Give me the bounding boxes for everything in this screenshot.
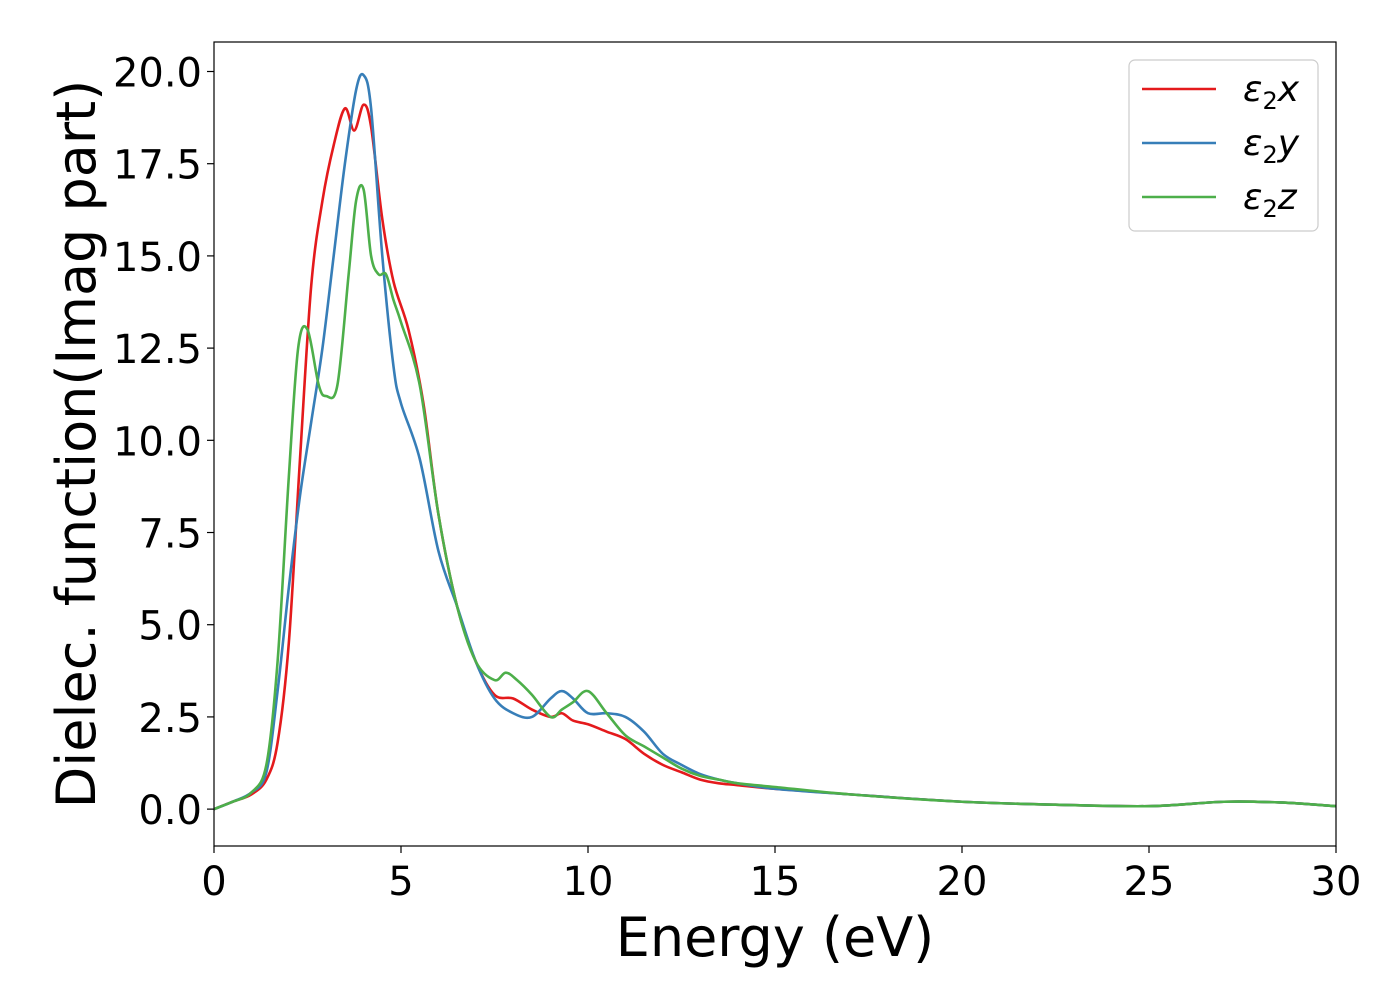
x-tick-label: 25 <box>1124 859 1175 905</box>
legend-label-1: ε2x <box>1243 69 1300 115</box>
x-tick-label: 10 <box>563 859 614 905</box>
x-tick-label: 20 <box>937 859 988 905</box>
legend-label-3: ε2z <box>1243 177 1298 223</box>
y-tick-label: 2.5 <box>138 696 202 742</box>
ticks-layer: 0 5 10 15 20 25 30 0.0 2.5 5.0 7.5 10.0 12.5 15.0 17.5… <box>113 51 1362 905</box>
y-tick-label: 5.0 <box>138 604 202 650</box>
x-axis-label: Energy (eV) <box>616 906 935 969</box>
series-line-3 <box>214 183 1336 811</box>
series-layer <box>214 72 1336 811</box>
legend-box <box>1128 59 1319 232</box>
legend: ε2x ε2y ε2z <box>1128 59 1319 232</box>
x-tick-label: 15 <box>750 859 801 905</box>
y-tick-label: 17.5 <box>113 143 202 189</box>
y-tick-label: 7.5 <box>138 512 202 558</box>
series-line-2 <box>214 72 1336 811</box>
x-tick-label: 5 <box>388 859 413 905</box>
x-tick-label: 0 <box>201 859 226 905</box>
y-tick-label: 12.5 <box>113 327 202 373</box>
x-tick-label: 30 <box>1311 859 1362 905</box>
y-tick-label: 0.0 <box>138 788 202 834</box>
y-tick-label: 20.0 <box>113 51 202 97</box>
legend-label-2: ε2y <box>1243 123 1300 169</box>
y-axis-label: Dielec. function(Imag part) <box>45 80 108 809</box>
y-tick-label: 10.0 <box>113 419 202 465</box>
y-tick-label: 15.0 <box>113 235 202 281</box>
